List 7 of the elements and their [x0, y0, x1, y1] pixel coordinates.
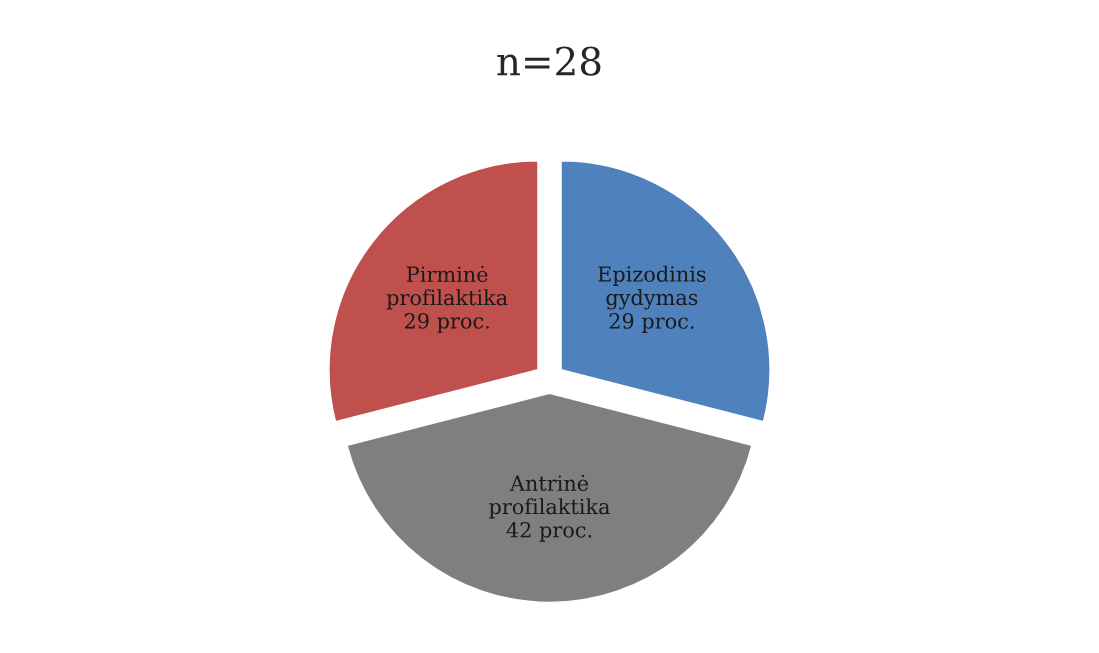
- data-label: 29 proc.: [609, 313, 694, 333]
- slice-label: Pirminė profilaktika: [386, 265, 508, 310]
- slice-label: Epizodinis gydymas: [598, 265, 706, 310]
- data-label: 29 proc.: [404, 312, 489, 333]
- slice-label: Antrinė profilaktika: [489, 474, 610, 519]
- chart-title: n=28: [497, 46, 601, 76]
- data-label: 42 proc.: [506, 521, 592, 542]
